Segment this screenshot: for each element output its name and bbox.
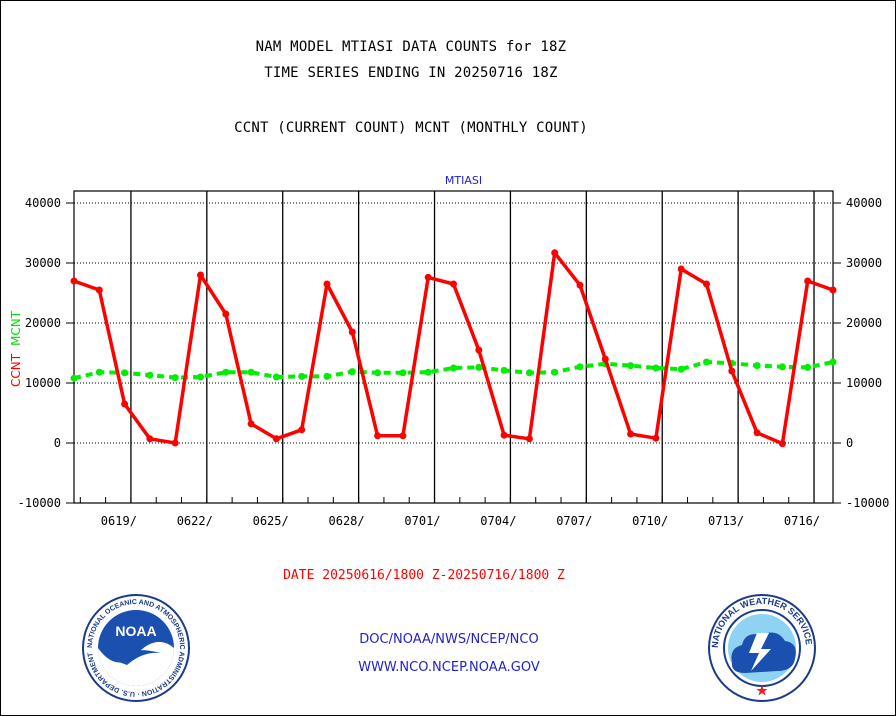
y-tick-label-right: -10000 [846, 496, 889, 510]
x-tick-label: 0716/ [784, 514, 820, 528]
data-point-mcnt [753, 362, 761, 370]
data-point-mcnt [804, 363, 812, 371]
data-point-mcnt [146, 371, 154, 379]
footer-agency-path: DOC/NOAA/NWS/NCEP/NCO [359, 632, 539, 647]
data-point-mcnt [399, 369, 407, 377]
data-point-ccnt [728, 367, 736, 375]
data-point-ccnt [247, 420, 255, 428]
chart-title-line-2: TIME SERIES ENDING IN 20250716 18Z [264, 65, 558, 81]
data-point-ccnt [348, 328, 356, 336]
data-point-mcnt [576, 363, 584, 371]
data-point-ccnt [399, 432, 407, 440]
x-axis-label: DATE 20250616/1800 Z-20250716/1800 Z [283, 568, 565, 583]
y-axis-label-ccnt: CCNT [9, 353, 23, 387]
data-point-ccnt [272, 435, 280, 443]
data-point-ccnt [753, 429, 761, 437]
data-point-mcnt [450, 364, 457, 372]
y-tick-label-right: 0 [846, 436, 853, 450]
noaa-logo-icon: NOAA NATIONAL OCEANIC AND ATMOSPHERIC AD… [81, 593, 190, 702]
data-point-mcnt [70, 374, 78, 382]
data-point-mcnt [525, 369, 533, 377]
data-point-ccnt [525, 435, 533, 443]
data-point-ccnt [374, 432, 382, 440]
x-tick-label: 0710/ [632, 514, 668, 528]
plot-title: MTIASI [445, 174, 482, 187]
data-point-ccnt [804, 277, 812, 285]
data-point-ccnt [70, 277, 78, 285]
data-point-ccnt [450, 280, 457, 288]
y-tick-label-right: 30000 [846, 256, 882, 270]
data-point-mcnt [374, 369, 382, 377]
y-tick-label-right: 10000 [846, 376, 882, 390]
x-tick-label: 0628/ [329, 514, 365, 528]
data-point-mcnt [703, 358, 710, 366]
data-point-ccnt [424, 273, 432, 281]
data-point-ccnt [121, 400, 129, 408]
data-point-mcnt [475, 363, 483, 371]
y-tick-label-left: 30000 [25, 256, 61, 270]
data-point-mcnt [247, 368, 255, 376]
chart-title-line-1: NAM MODEL MTIASI DATA COUNTS for 18Z [255, 39, 567, 55]
y-tick-label-left: 10000 [25, 376, 61, 390]
y-axis-label-mcnt: MCNT [9, 310, 23, 346]
data-point-mcnt [500, 366, 508, 374]
x-tick-label: 0713/ [708, 514, 744, 528]
data-point-mcnt [272, 373, 280, 381]
y-tick-label-left: 0 [54, 436, 61, 450]
y-tick-label-left: 40000 [25, 196, 61, 210]
data-point-ccnt [829, 286, 837, 294]
data-point-mcnt [778, 363, 786, 371]
data-point-mcnt [197, 373, 204, 381]
x-tick-label: 0622/ [177, 514, 213, 528]
data-point-mcnt [95, 368, 103, 376]
data-point-ccnt [652, 434, 660, 442]
data-point-mcnt [551, 368, 559, 376]
data-point-mcnt [121, 369, 129, 377]
data-point-mcnt [348, 368, 356, 376]
data-point-ccnt [778, 440, 786, 448]
x-tick-label: 0704/ [480, 514, 516, 528]
data-point-ccnt [703, 280, 710, 288]
data-point-mcnt [222, 368, 230, 376]
x-tick-label: 0619/ [101, 514, 137, 528]
nws-logo-icon: NATIONAL WEATHER SERVICE [708, 594, 816, 702]
data-point-ccnt [627, 430, 635, 438]
data-point-mcnt [171, 374, 179, 382]
y-tick-label-left: 20000 [25, 316, 61, 330]
x-tick-label: 0707/ [556, 514, 592, 528]
data-point-ccnt [551, 249, 559, 257]
data-point-mcnt [424, 368, 432, 376]
footer-website: WWW.NCO.NCEP.NOAA.GOV [358, 660, 540, 675]
data-point-ccnt [323, 280, 331, 288]
y-tick-label-right: 20000 [846, 316, 882, 330]
data-point-ccnt [576, 281, 584, 289]
y-tick-label-left: -10000 [18, 496, 61, 510]
y-axis-label: CCNT MCNT [9, 310, 23, 387]
x-tick-label: 0625/ [253, 514, 289, 528]
data-point-ccnt [95, 286, 103, 294]
data-point-mcnt [627, 362, 635, 370]
data-point-mcnt [323, 372, 331, 380]
data-point-mcnt [298, 372, 306, 380]
plot-frame [73, 190, 834, 504]
noaa-logo-text: NOAA [115, 623, 156, 639]
data-point-mcnt [829, 358, 837, 366]
data-point-mcnt [677, 365, 685, 373]
data-point-ccnt [146, 435, 154, 443]
data-point-mcnt [652, 364, 660, 372]
data-point-ccnt [298, 426, 306, 434]
data-point-ccnt [601, 355, 609, 363]
chart-subtitle-legend: CCNT (CURRENT COUNT) MCNT (MONTHLY COUNT… [234, 120, 588, 136]
y-tick-label-right: 40000 [846, 196, 882, 210]
data-point-ccnt [171, 439, 179, 447]
x-tick-label: 0701/ [404, 514, 440, 528]
data-point-ccnt [677, 265, 685, 273]
data-point-ccnt [222, 310, 230, 318]
data-point-ccnt [500, 431, 508, 439]
data-point-ccnt [197, 271, 204, 279]
data-point-ccnt [475, 346, 483, 354]
